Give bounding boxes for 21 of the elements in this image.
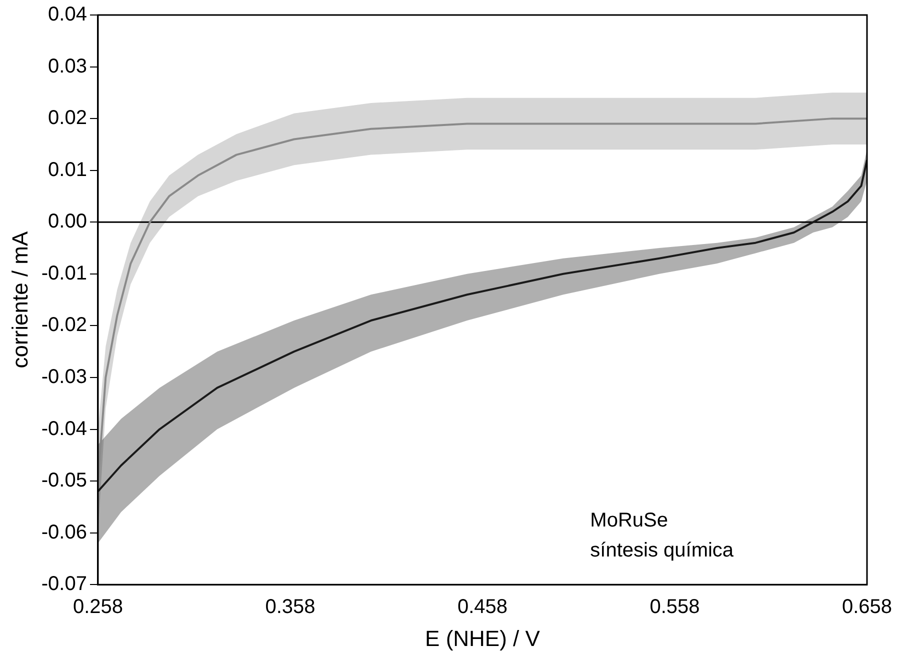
y-tick-label: -0.05 [41, 470, 87, 492]
annotation: MoRuSe [590, 510, 668, 532]
annotation: síntesis química [590, 540, 734, 562]
x-tick-label: 0.358 [265, 596, 316, 618]
y-axis-title: corriente / mA [7, 231, 32, 368]
y-tick-label: -0.04 [41, 418, 87, 440]
y-tick-label: -0.02 [41, 314, 87, 336]
y-tick-label: 0.01 [48, 158, 87, 181]
x-axis-title: E (NHE) / V [425, 626, 540, 651]
y-tick-label: 0.03 [48, 55, 87, 78]
y-tick-label: -0.03 [41, 366, 87, 388]
x-tick-label: 0.658 [842, 596, 892, 618]
y-tick-label: 0.04 [48, 4, 87, 26]
x-tick-label: 0.258 [72, 596, 124, 618]
y-tick-label: -0.07 [41, 573, 87, 596]
x-tick-label: 0.458 [457, 596, 508, 618]
y-tick-label: -0.01 [41, 262, 87, 284]
y-tick-label: -0.06 [41, 521, 87, 544]
x-tick-label: 0.558 [650, 596, 700, 618]
y-tick-label: 0.02 [48, 107, 87, 130]
y-tick-label: 0.00 [48, 210, 87, 233]
